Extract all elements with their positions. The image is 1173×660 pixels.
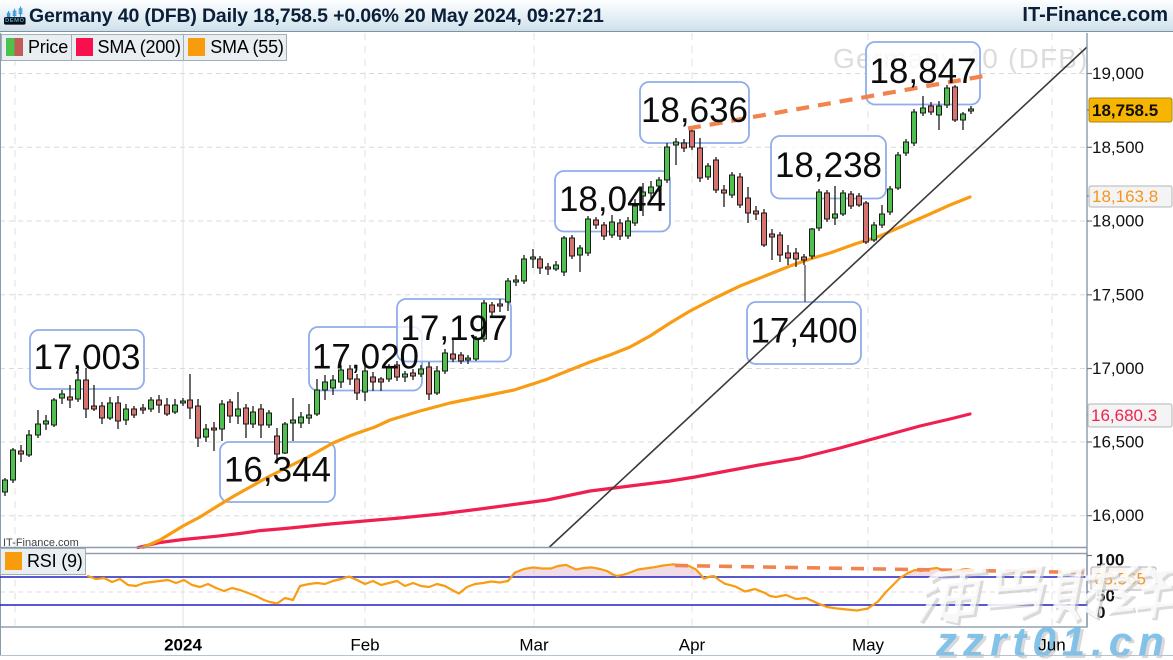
svg-text:17,500: 17,500 <box>1092 285 1144 304</box>
svg-text:16,000: 16,000 <box>1092 506 1144 525</box>
svg-text:16,344: 16,344 <box>224 451 331 490</box>
svg-text:16,500: 16,500 <box>1092 433 1144 452</box>
svg-text:18,758.5: 18,758.5 <box>1092 101 1158 120</box>
svg-text:May: May <box>852 636 885 655</box>
svg-text:17,020: 17,020 <box>312 337 419 376</box>
svg-text:17,003: 17,003 <box>33 338 140 377</box>
svg-text:Apr: Apr <box>679 636 706 655</box>
svg-text:DEMO: DEMO <box>5 18 24 24</box>
svg-text:zzrt01.cn: zzrt01.cn <box>935 618 1170 660</box>
svg-text:18,238: 18,238 <box>775 146 882 185</box>
svg-text:18,500: 18,500 <box>1092 138 1144 157</box>
svg-text:18,044: 18,044 <box>559 180 666 219</box>
svg-text:18,000: 18,000 <box>1092 212 1144 231</box>
svg-text:16,680.3: 16,680.3 <box>1091 406 1157 425</box>
svg-text:18,636: 18,636 <box>641 91 748 130</box>
svg-text:Mar: Mar <box>519 636 549 655</box>
svg-text:18,163.8: 18,163.8 <box>1092 187 1158 206</box>
svg-text:2024: 2024 <box>164 636 202 655</box>
svg-text:18,847: 18,847 <box>869 52 976 91</box>
svg-text:zzrt01.cn: zzrt01.cn <box>938 620 1173 660</box>
svg-text:Jun: Jun <box>1038 636 1065 655</box>
svg-text:17,000: 17,000 <box>1092 359 1144 378</box>
svg-text:Feb: Feb <box>350 636 379 655</box>
svg-text:17,400: 17,400 <box>750 312 857 351</box>
svg-text:19,000: 19,000 <box>1092 64 1144 83</box>
svg-text:17,197: 17,197 <box>400 309 507 348</box>
svg-text:IT-Finance.com: IT-Finance.com <box>3 537 79 549</box>
